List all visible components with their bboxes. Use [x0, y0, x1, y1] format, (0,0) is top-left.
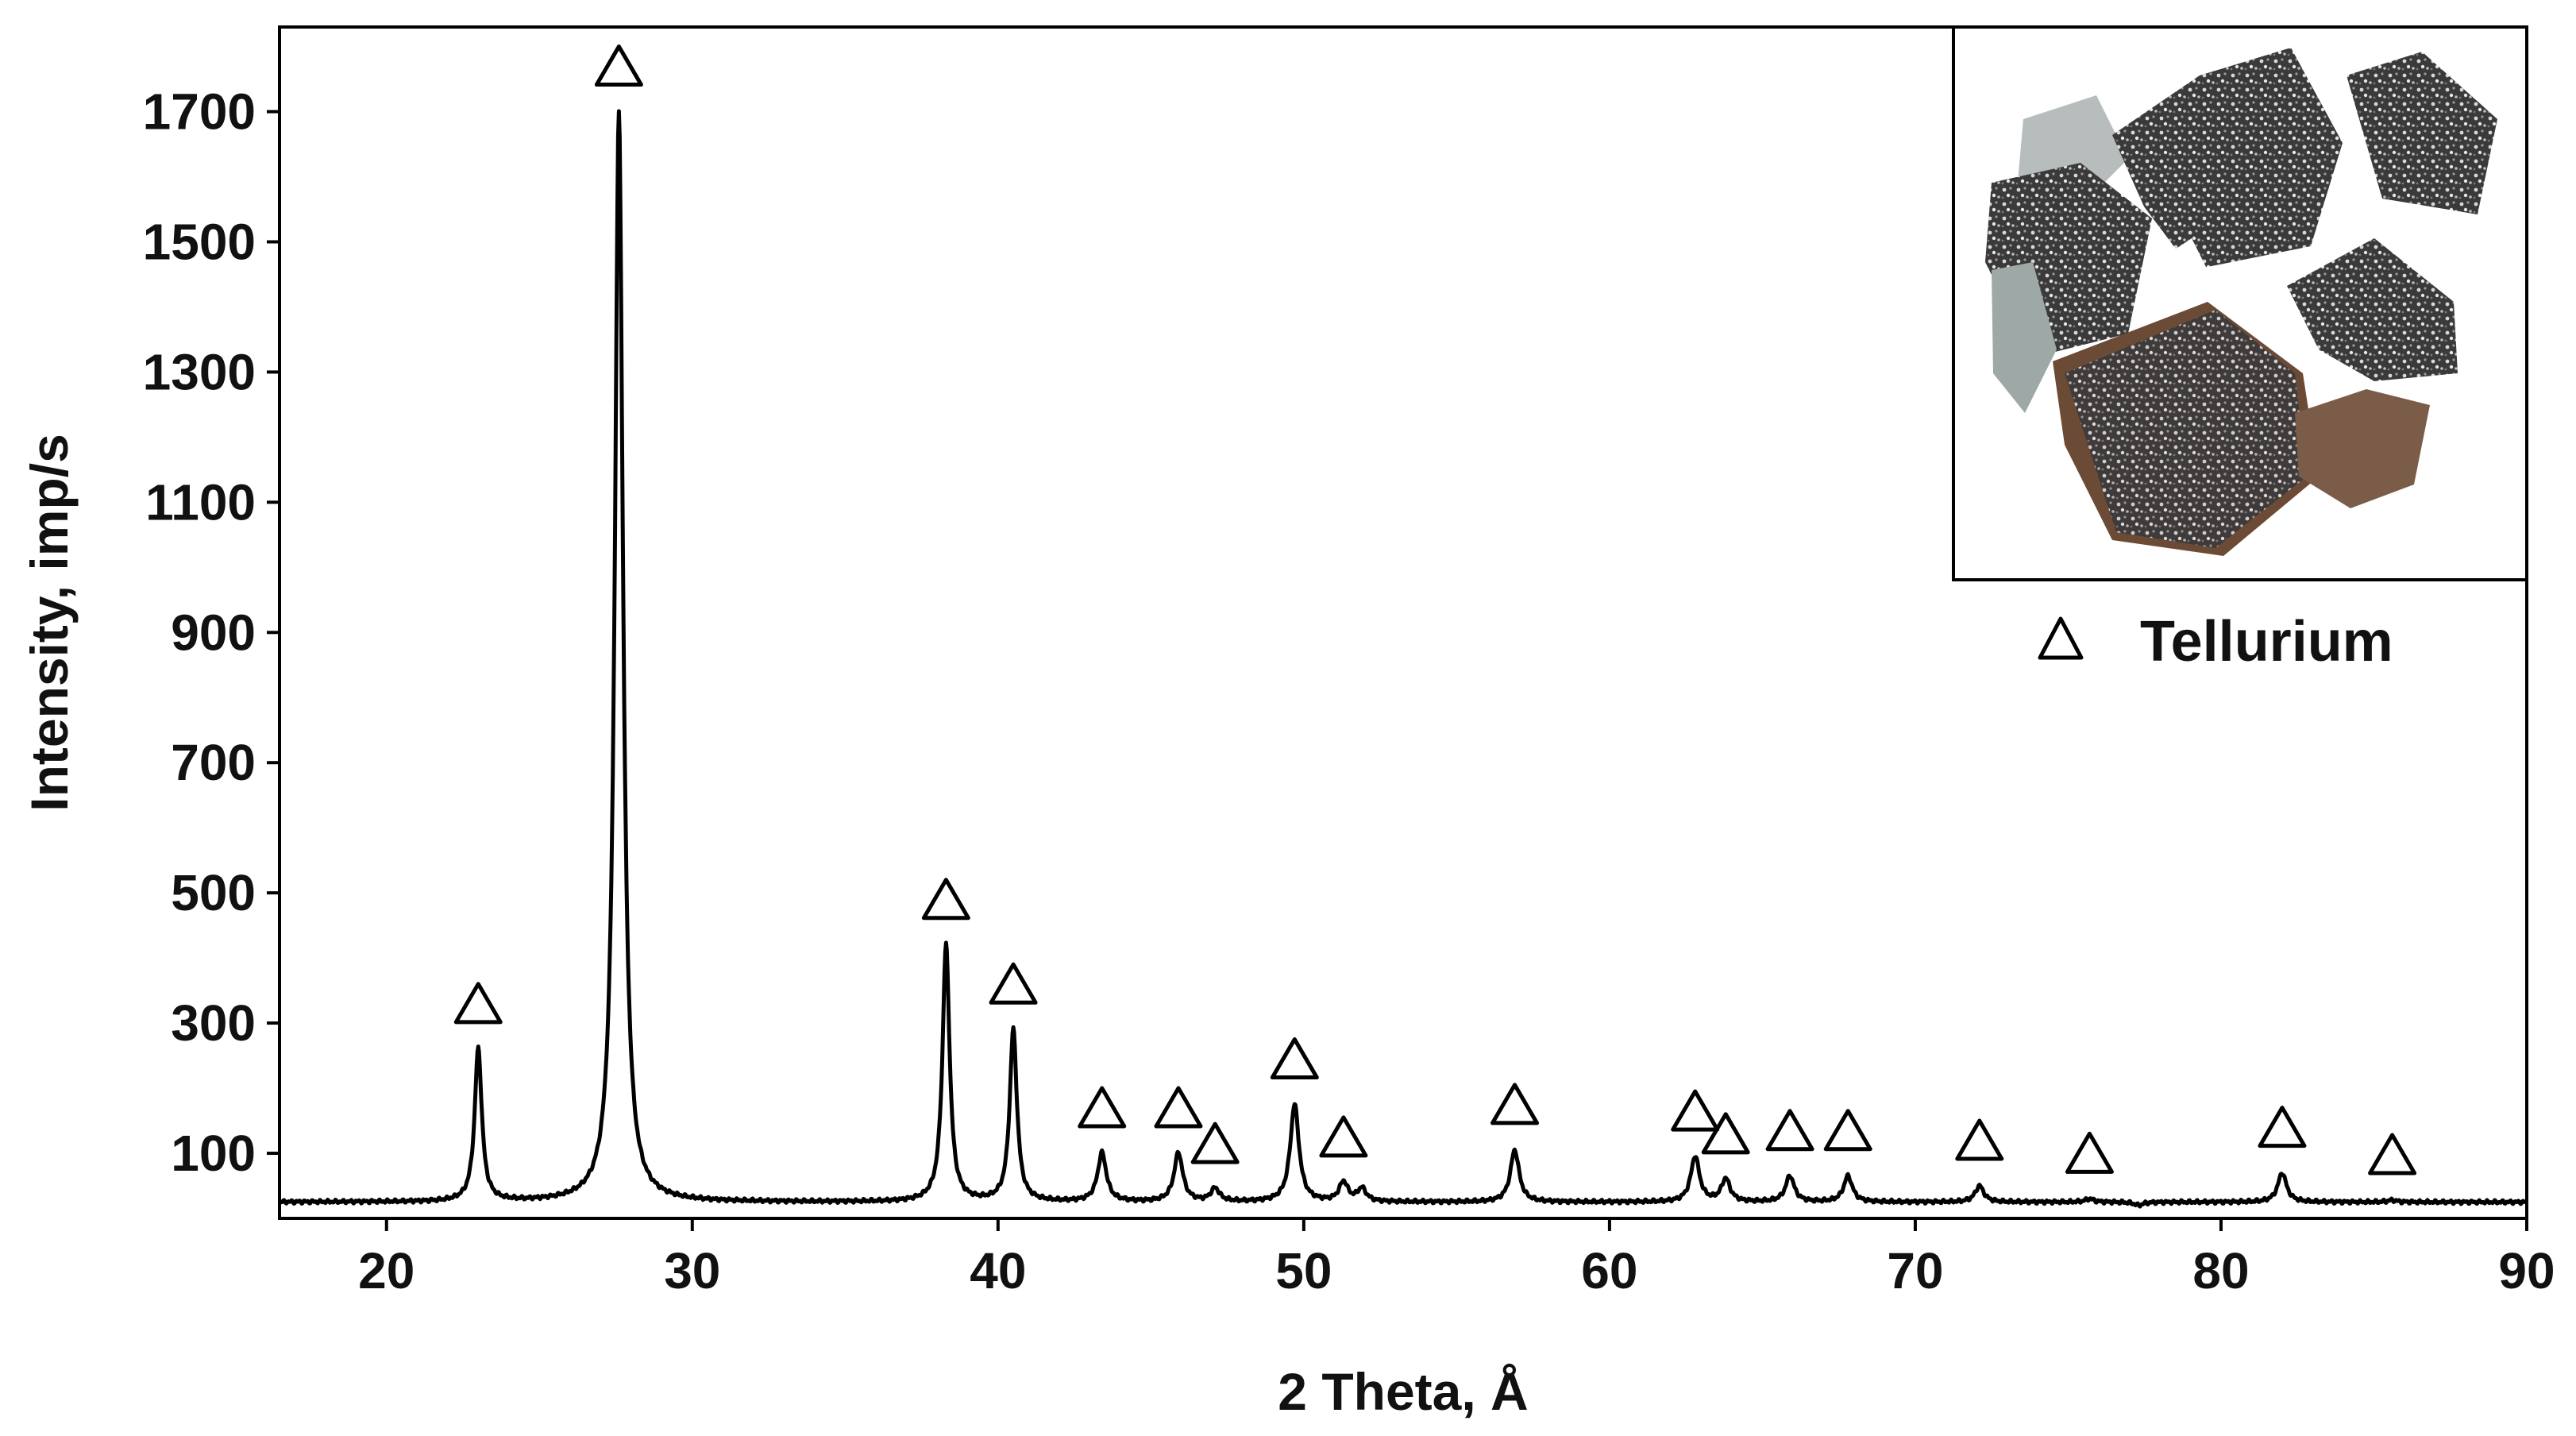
x-tick-label: 60 — [1581, 1242, 1637, 1299]
x-tick-label: 30 — [664, 1242, 720, 1299]
tellurium-peak-marker — [1955, 1118, 2004, 1161]
y-tick-label: 1500 — [143, 213, 256, 270]
tellurium-peak-marker — [594, 44, 643, 87]
peak-markers — [453, 44, 2417, 1175]
tellurium-peak-marker — [1701, 1112, 1750, 1155]
diffraction-pattern-line — [278, 109, 2528, 1209]
tellurium-peak-marker — [2258, 1106, 2307, 1148]
y-tick-label: 900 — [171, 604, 256, 661]
fragment-copper-bottom-right — [2295, 389, 2430, 508]
fragment-white-gap — [2156, 238, 2215, 310]
tellurium-peak-marker — [1270, 1037, 1319, 1080]
x-axis-title: 2 Theta, Å — [1278, 1362, 1528, 1421]
y-tick-label: 1100 — [145, 473, 256, 531]
fragment-grey-right — [2347, 52, 2497, 214]
legend: Tellurium — [2038, 610, 2393, 674]
legend-label: Tellurium — [2140, 610, 2393, 674]
tellurium-peak-marker — [1154, 1086, 1203, 1129]
x-axis: 20 30 40 50 60 70 80 90 — [358, 1218, 2555, 1299]
fragment-grey-lower-left — [1992, 262, 2057, 413]
tellurium-peak-marker — [453, 982, 503, 1025]
tellurium-peak-marker — [2065, 1131, 2114, 1174]
y-tick-label: 1700 — [143, 83, 256, 141]
y-tick-label: 500 — [171, 864, 256, 921]
tellurium-peak-marker — [1765, 1109, 1814, 1152]
tellurium-peak-marker — [1671, 1089, 1720, 1132]
y-tick-label: 100 — [171, 1125, 256, 1182]
tellurium-peak-marker — [1078, 1086, 1127, 1129]
y-tick-label: 700 — [171, 734, 256, 791]
x-tick-label: 20 — [358, 1242, 415, 1299]
tellurium-peak-marker — [1319, 1115, 1368, 1158]
y-axis: 100 300 500 700 900 1100 1300 1500 1700 — [143, 83, 280, 1182]
legend-triangle-marker-icon — [2038, 616, 2084, 660]
tellurium-peak-marker — [1823, 1109, 1872, 1152]
plot-frame — [278, 25, 2528, 1220]
tellurium-peak-marker — [1490, 1083, 1540, 1125]
x-tick-label: 40 — [970, 1242, 1026, 1299]
inset-photo — [1952, 25, 2528, 581]
tellurium-peak-marker — [2368, 1133, 2417, 1175]
x-tick-label: 80 — [2192, 1242, 2249, 1299]
y-tick-label: 1300 — [143, 343, 256, 400]
fragment-speckled-center — [2065, 310, 2307, 548]
x-tick-label: 90 — [2498, 1242, 2555, 1299]
x-tick-label: 70 — [1887, 1242, 1943, 1299]
fragment-speckled-right — [2287, 238, 2458, 381]
y-axis-title: Intensity, imp/s — [20, 434, 79, 812]
y-tick-label: 300 — [171, 994, 256, 1052]
tellurium-peak-marker — [1190, 1121, 1240, 1164]
fragment-speckled-top — [2112, 48, 2343, 270]
x-tick-label: 50 — [1275, 1242, 1332, 1299]
tellurium-peak-marker — [989, 962, 1038, 1005]
tellurium-peak-marker — [921, 878, 970, 921]
